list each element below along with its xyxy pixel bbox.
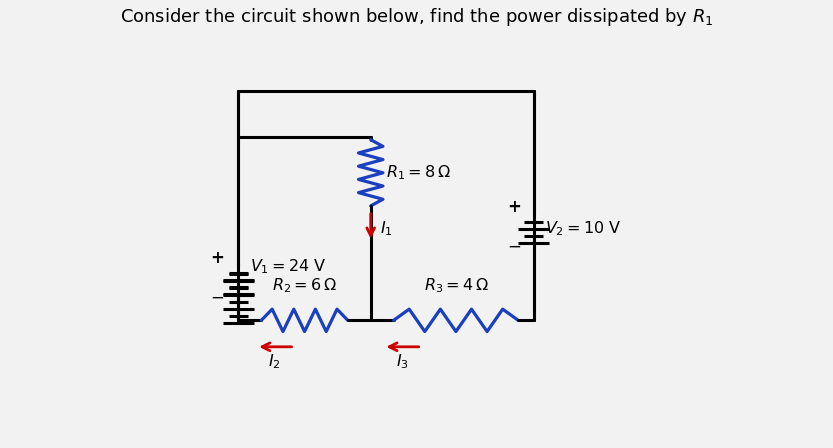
Text: $-$: $-$: [210, 288, 224, 306]
Text: $V_1 = 24$ V: $V_1 = 24$ V: [250, 258, 326, 276]
Text: $R_2 = 6\,\Omega$: $R_2 = 6\,\Omega$: [272, 276, 337, 295]
Text: +: +: [507, 198, 521, 216]
Text: $R_3 = 4\,\Omega$: $R_3 = 4\,\Omega$: [423, 276, 488, 295]
Text: $I_3$: $I_3$: [396, 353, 409, 371]
Text: $-$: $-$: [507, 237, 521, 254]
Text: $I_2$: $I_2$: [267, 353, 281, 371]
Text: $V_2 = 10$ V: $V_2 = 10$ V: [545, 220, 621, 238]
Title: Consider the circuit shown below, find the power dissipated by $R_1$: Consider the circuit shown below, find t…: [120, 5, 713, 28]
Text: $R_1 = 8\,\Omega$: $R_1 = 8\,\Omega$: [386, 164, 451, 182]
Text: +: +: [210, 249, 224, 267]
Text: $I_1$: $I_1$: [380, 220, 392, 238]
